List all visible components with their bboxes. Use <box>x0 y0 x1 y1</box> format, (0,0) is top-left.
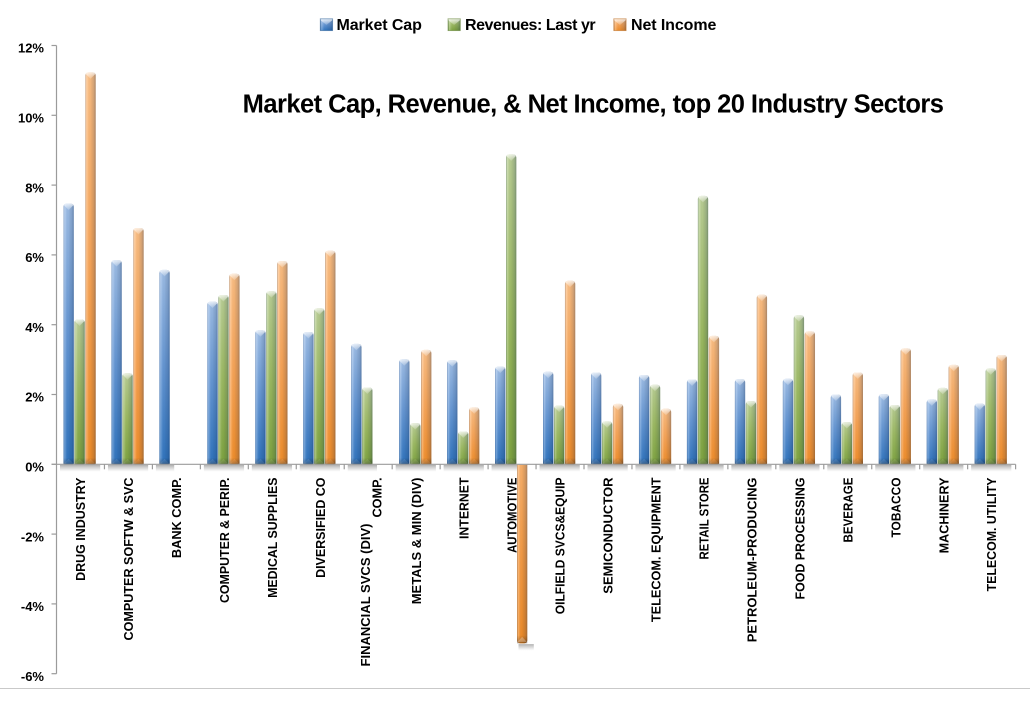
svg-text:Net Income: Net Income <box>631 17 716 34</box>
svg-text:COMPUTER SOFTW & SVC: COMPUTER SOFTW & SVC <box>121 477 136 641</box>
svg-text:TOBACCO: TOBACCO <box>888 478 903 538</box>
svg-text:AUTOMOTIVE: AUTOMOTIVE <box>505 477 520 553</box>
svg-text:BEVERAGE: BEVERAGE <box>840 477 855 542</box>
svg-text:PETROLEUM-PRODUCING: PETROLEUM-PRODUCING <box>744 478 759 643</box>
svg-text:BANK COMP.: BANK COMP. <box>169 477 184 558</box>
svg-text:MEDICAL SUPPLIES: MEDICAL SUPPLIES <box>265 477 280 598</box>
svg-text:INTERNET: INTERNET <box>457 477 472 539</box>
svg-text:FOOD PROCESSING: FOOD PROCESSING <box>792 478 807 600</box>
svg-text:RETAIL STORE: RETAIL STORE <box>696 477 711 559</box>
svg-text:DIVERSIFIED CO: DIVERSIFIED CO <box>313 478 328 578</box>
svg-text:TELECOM. UTILITY: TELECOM. UTILITY <box>984 477 999 591</box>
svg-text:SEMICONDUCTOR: SEMICONDUCTOR <box>601 477 616 594</box>
svg-text:0%: 0% <box>25 460 44 475</box>
svg-text:TELECOM. EQUIPMENT: TELECOM. EQUIPMENT <box>649 477 664 622</box>
svg-text:2%: 2% <box>25 390 44 405</box>
svg-text:6%: 6% <box>25 250 44 265</box>
svg-text:COMP.: COMP. <box>369 478 384 518</box>
svg-text:MACHINERY: MACHINERY <box>936 477 951 553</box>
svg-text:Market Cap, Revenue, & Net Inc: Market Cap, Revenue, & Net Income, top 2… <box>243 90 944 118</box>
svg-text:4%: 4% <box>25 320 44 335</box>
svg-text:Revenues: Last yr: Revenues: Last yr <box>465 17 595 34</box>
svg-text:-2%: -2% <box>21 529 45 544</box>
svg-text:Market Cap: Market Cap <box>337 17 423 34</box>
svg-text:-6%: -6% <box>21 669 45 684</box>
svg-text:DRUG INDUSTRY: DRUG INDUSTRY <box>73 477 88 581</box>
svg-text:OILFIELD SVCS&EQUIP: OILFIELD SVCS&EQUIP <box>553 477 568 614</box>
svg-text:METALS & MIN (DIV): METALS & MIN (DIV) <box>409 478 424 605</box>
svg-text:-4%: -4% <box>21 599 45 614</box>
svg-text:8%: 8% <box>25 180 44 195</box>
svg-text:COMPUTER & PERIP.: COMPUTER & PERIP. <box>217 478 232 604</box>
svg-text:10%: 10% <box>18 111 44 126</box>
svg-text:12%: 12% <box>18 41 44 56</box>
svg-text:FINANCIAL SVCS (DIV): FINANCIAL SVCS (DIV) <box>358 524 373 667</box>
